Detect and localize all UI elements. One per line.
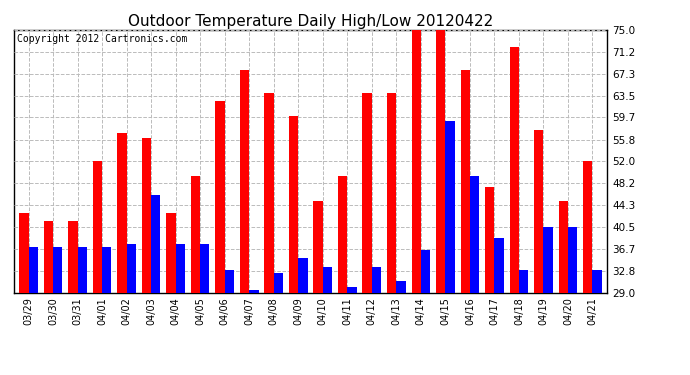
Bar [470,176,479,292]
Bar [92,161,102,292]
Bar [372,267,381,292]
Bar [53,247,62,292]
Bar [264,93,274,292]
Bar [19,213,28,292]
Bar [151,195,161,292]
Bar [298,258,308,292]
Bar [289,116,298,292]
Bar [68,221,77,292]
Bar [362,93,372,292]
Bar [510,47,519,292]
Bar [166,213,176,292]
Bar [387,93,396,292]
Bar [117,133,126,292]
Bar [126,244,136,292]
Bar [176,244,185,292]
Bar [240,70,249,292]
Bar [445,121,455,292]
Bar [519,270,529,292]
Bar [544,227,553,292]
Text: Copyright 2012 Cartronics.com: Copyright 2012 Cartronics.com [17,34,187,44]
Bar [77,247,87,292]
Bar [249,290,259,292]
Bar [191,176,200,292]
Bar [568,227,578,292]
Bar [102,247,111,292]
Bar [436,30,445,292]
Bar [215,101,225,292]
Bar [313,201,323,292]
Bar [559,201,568,292]
Bar [142,138,151,292]
Bar [421,250,430,292]
Bar [396,281,406,292]
Bar [338,176,347,292]
Bar [583,161,593,292]
Bar [347,287,357,292]
Bar [225,270,234,292]
Bar [593,270,602,292]
Bar [200,244,210,292]
Bar [460,70,470,292]
Bar [495,238,504,292]
Bar [534,130,544,292]
Title: Outdoor Temperature Daily High/Low 20120422: Outdoor Temperature Daily High/Low 20120… [128,14,493,29]
Bar [485,187,495,292]
Bar [43,221,53,292]
Bar [411,30,421,292]
Bar [323,267,332,292]
Bar [274,273,283,292]
Bar [28,247,38,292]
